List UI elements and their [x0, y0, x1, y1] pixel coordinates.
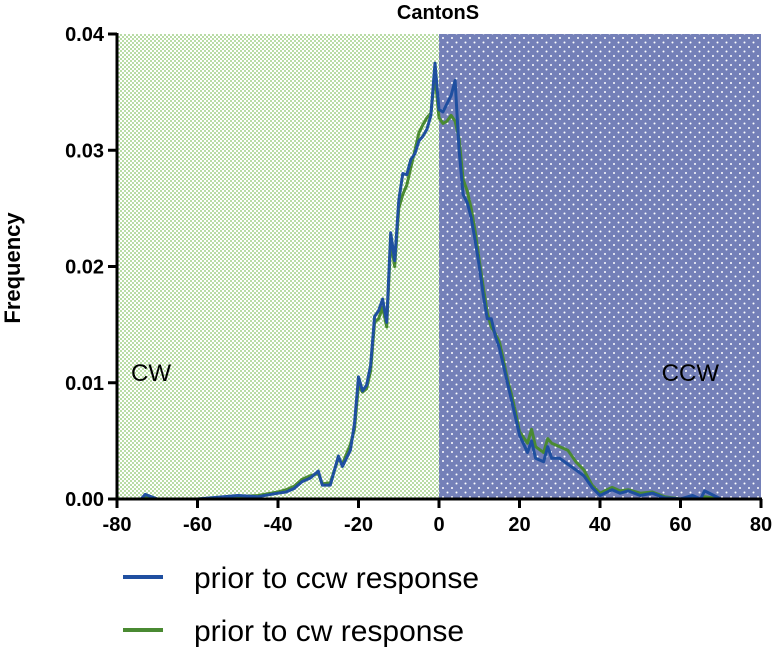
- y-tick-label: 0.04: [65, 24, 105, 46]
- x-tick-label: -20: [344, 514, 373, 536]
- x-tick-label: -40: [264, 514, 293, 536]
- y-tick-label: 0.02: [65, 257, 104, 279]
- region-label-ccw: CCW: [662, 360, 720, 387]
- region-cw: [117, 34, 439, 499]
- x-tick-label: 60: [669, 514, 691, 536]
- x-tick-label: -80: [103, 514, 132, 536]
- series-line-0: [117, 61, 761, 501]
- legend-label-cw: prior to cw response: [194, 615, 464, 648]
- legend-item-ccw: prior to ccw response: [123, 562, 479, 595]
- y-tick-label: 0.03: [65, 140, 104, 162]
- axes-layer: -80 -60 -40 -20 0 20 40 60 80 0.00 0.01 0.02 0.03 0.0…: [65, 24, 772, 536]
- y-tick-label: 0.01: [65, 373, 104, 395]
- y-axis-label: Frequency: [0, 212, 25, 324]
- regions-layer: [117, 34, 761, 499]
- region-label-cw: CW: [131, 360, 171, 387]
- y-tick-label: 0.00: [65, 489, 104, 511]
- region-ccw: [439, 34, 761, 499]
- x-tick-label: 20: [508, 514, 530, 536]
- chart-title: CantonS: [397, 2, 479, 24]
- x-tick-label: 0: [433, 514, 444, 536]
- legend-item-cw: prior to cw response: [123, 615, 464, 648]
- x-tick-label: 40: [589, 514, 611, 536]
- legend-label-ccw: prior to ccw response: [194, 562, 479, 595]
- series-layer: [117, 61, 761, 501]
- legend: prior to ccw response prior to cw respon…: [123, 562, 479, 648]
- x-tick-label: -60: [183, 514, 212, 536]
- x-tick-label: 80: [750, 514, 772, 536]
